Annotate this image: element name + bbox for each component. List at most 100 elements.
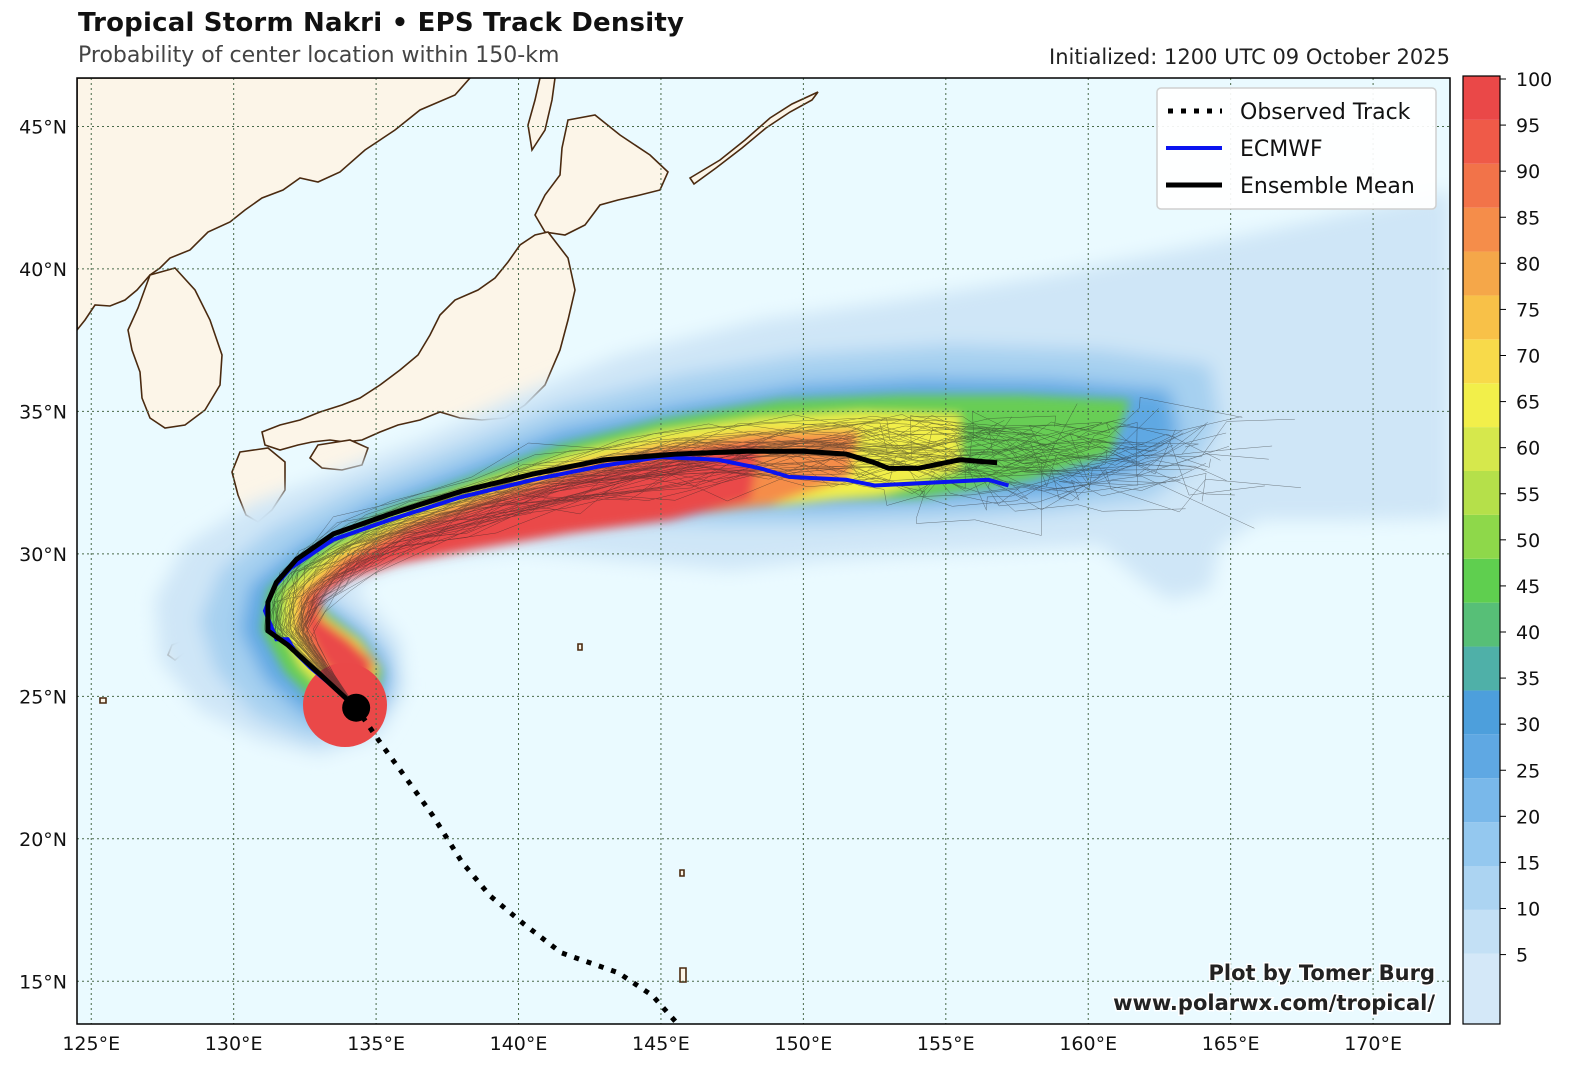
ensemble-member-track <box>291 428 1182 708</box>
lat-tick-label: 25°N <box>19 686 67 708</box>
legend-observed-label: Observed Track <box>1240 100 1411 125</box>
ensemble-member-track <box>313 418 1295 708</box>
colorbar-label: 75 <box>1516 299 1540 321</box>
lon-tick-label: 145°E <box>632 1033 690 1055</box>
colorbar-segment <box>1463 646 1500 691</box>
legend-mean-label: Ensemble Mean <box>1240 174 1415 199</box>
ensemble-member-track <box>297 443 1163 708</box>
colorbar-segment <box>1463 953 1500 1024</box>
lat-tick-label: 45°N <box>19 116 67 138</box>
latitude-labels: 45°N 40°N 35°N 30°N 25°N 20°N 15°N <box>19 116 67 993</box>
lon-tick-label: 135°E <box>347 1033 405 1055</box>
colorbar-segment <box>1463 866 1500 910</box>
colorbar-label: 25 <box>1516 760 1540 782</box>
colorbar-label: 45 <box>1516 576 1540 598</box>
colorbar-segment <box>1463 207 1500 252</box>
ensemble-member-track <box>278 403 1078 708</box>
colorbar-label: 5 <box>1516 945 1528 967</box>
colorbar-segment <box>1463 339 1500 384</box>
lon-tick-label: 150°E <box>774 1033 832 1055</box>
ensemble-member-track <box>274 453 1043 708</box>
ensemble-member-track <box>303 418 1273 708</box>
lat-tick-label: 40°N <box>19 259 67 281</box>
legend: Observed Track ECMWF Ensemble Mean <box>1156 87 1437 210</box>
ensemble-member-track <box>274 416 1013 708</box>
ensemble-member-track <box>304 459 1227 708</box>
colorbar-segment <box>1463 383 1500 428</box>
lon-tick-label: 130°E <box>205 1033 263 1055</box>
map-title: Tropical Storm Nakri • EPS Track Density <box>78 8 685 38</box>
land-islet-d <box>679 869 685 877</box>
lon-tick-label: 170°E <box>1344 1033 1402 1055</box>
colorbar-label: 30 <box>1516 714 1540 736</box>
density-red <box>306 445 760 692</box>
ensemble-member-track <box>294 438 1192 708</box>
colorbar-segment <box>1463 822 1500 866</box>
legend-ecmwf-label: ECMWF <box>1240 137 1323 162</box>
ensemble-member-track <box>288 415 1126 708</box>
colorbar-segment <box>1463 119 1500 164</box>
ensemble-member-track <box>300 440 1235 708</box>
colorbar-label: 40 <box>1516 622 1540 644</box>
land-islet-e <box>679 967 687 983</box>
colorbar-label: 65 <box>1516 392 1540 414</box>
ensemble-member-track <box>281 437 1101 708</box>
colorbar-label: 55 <box>1516 484 1540 506</box>
lat-tick-label: 15°N <box>19 971 67 993</box>
colorbar-label: 60 <box>1516 438 1540 460</box>
colorbar-label: 20 <box>1516 806 1540 828</box>
lat-tick-label: 30°N <box>19 544 67 566</box>
colorbar-segment <box>1463 251 1500 296</box>
gridlines <box>77 78 1450 1024</box>
colorbar-segment <box>1463 734 1500 779</box>
map-subtitle: Probability of center location within 15… <box>78 43 560 68</box>
plot-frame <box>76 77 1451 1025</box>
lon-tick-label: 155°E <box>917 1033 975 1055</box>
colorbar-segment <box>1463 514 1500 559</box>
credit-line-2: www.polarwx.com/tropical/ <box>1113 991 1435 1015</box>
lon-tick-label: 125°E <box>62 1033 120 1055</box>
ensemble-member-track <box>289 450 1138 708</box>
ensemble-mean-track-line <box>265 448 998 710</box>
colorbar-label: 80 <box>1516 253 1540 275</box>
colorbar-segment <box>1463 163 1500 208</box>
ensemble-member-track <box>305 416 1242 708</box>
lon-tick-label: 140°E <box>490 1033 548 1055</box>
current-position-marker <box>342 693 371 722</box>
colorbar-label: 70 <box>1516 346 1540 368</box>
colorbar-label: 85 <box>1516 207 1540 229</box>
colorbar-segment <box>1463 76 1500 120</box>
colorbar-label: 15 <box>1516 852 1540 874</box>
colorbar-segment <box>1463 427 1500 471</box>
ensemble-member-track <box>306 439 1269 708</box>
lat-tick-label: 20°N <box>19 829 67 851</box>
ensemble-member-track <box>288 444 1174 708</box>
ensemble-member-track <box>295 455 1176 708</box>
colorbar-label: 100 <box>1516 69 1552 91</box>
ensemble-member-track <box>284 424 1157 708</box>
land-islet-b <box>577 643 583 651</box>
colorbar-segment <box>1463 909 1500 954</box>
colorbar-segment <box>1463 558 1500 603</box>
land-hokkaido <box>534 114 669 236</box>
land-sakhalin <box>527 78 556 153</box>
colorbar-segment <box>1463 602 1500 647</box>
ensemble-members <box>264 397 1301 708</box>
land-kurils <box>688 91 819 186</box>
colorbar-segment <box>1463 778 1500 823</box>
colorbar-label: 95 <box>1516 115 1540 137</box>
lat-tick-label: 35°N <box>19 401 67 423</box>
ensemble-member-track <box>302 436 1211 708</box>
land <box>77 78 819 983</box>
ensemble-member-track <box>275 469 1047 708</box>
colorbar-segment <box>1463 471 1500 515</box>
ecmwf-track-line <box>262 454 1010 710</box>
colorbar-segment <box>1463 690 1500 735</box>
colorbar-label: 35 <box>1516 668 1540 690</box>
land-korea <box>127 267 223 429</box>
legend-box <box>1156 87 1437 210</box>
colorbar-frame <box>1462 75 1501 1025</box>
colorbar-label: 10 <box>1516 899 1540 921</box>
colorbar-label: 50 <box>1516 530 1540 552</box>
